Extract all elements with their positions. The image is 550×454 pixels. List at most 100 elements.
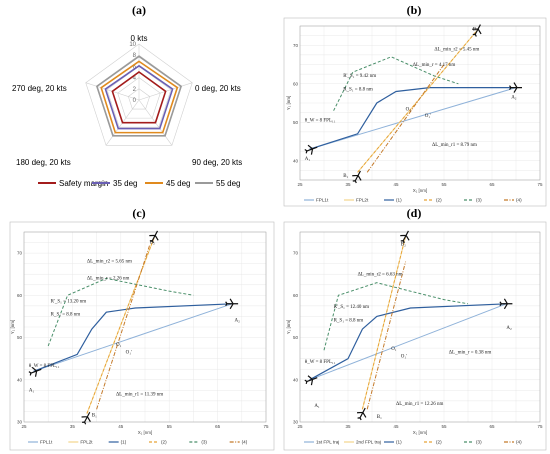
annotation-label: R_S₁ = 8.8 nm: [334, 318, 364, 323]
x-tick-label: 25: [297, 182, 303, 187]
aircraft-shape: [81, 411, 91, 425]
legend-label: 35 deg: [113, 179, 137, 188]
y-tick-label: 60: [17, 293, 23, 298]
annotation-label: B₂: [473, 28, 478, 33]
annotation-label: A₂: [506, 326, 512, 331]
radar-axis-label: 270 deg, 20 kts: [12, 84, 67, 93]
y-axis-label: Y₁ [nm]: [10, 320, 15, 335]
y-tick-label: 30: [17, 420, 23, 425]
legend-label: (4): [242, 440, 248, 445]
aircraft-shape: [499, 298, 513, 310]
x-tick-label: 75: [263, 424, 269, 429]
aircraft-shape: [304, 144, 318, 155]
aircraft-shape: [225, 298, 239, 310]
radar-series-1: [104, 64, 174, 130]
x-tick-label: 75: [537, 424, 543, 429]
x-tick-label: 45: [393, 182, 399, 187]
annotation-label: ΔL_min_r2 = 6.63 nm: [358, 273, 403, 278]
radar-axis-label: 0 deg, 20 kts: [195, 84, 241, 93]
plot-area: [299, 25, 541, 181]
series-line-0: [309, 87, 517, 150]
panel-label-b: (b): [407, 3, 422, 17]
x-tick-label: 75: [537, 182, 543, 187]
annotation-label: θ_W = 8 FPL₁₁: [305, 360, 336, 365]
series-line-4: [47, 277, 194, 347]
x-tick-label: 45: [393, 424, 399, 429]
legend-label: (1): [396, 198, 402, 203]
y-tick-label: 70: [17, 251, 23, 256]
aircraft-icon: [352, 170, 362, 184]
series-line-5: [366, 64, 445, 173]
y-tick-label: 70: [293, 43, 299, 48]
annotation-label: A₁: [29, 389, 35, 394]
aircraft-icon: [357, 407, 367, 421]
radar-tick-label: 6: [133, 64, 137, 70]
y-tick-label: 30: [293, 420, 299, 425]
radar-axis-label: 90 deg, 20 kts: [192, 158, 242, 167]
aircraft-shape: [352, 170, 362, 184]
legend-label: 45 deg: [166, 179, 190, 188]
radar-grid-ring: [117, 77, 161, 119]
legend-label: (1): [121, 440, 127, 445]
aircraft-icon: [304, 375, 318, 386]
trajectory-panel-d: 25 35 45 55 65 75 30 40 50 60 70 X₁ [nm] Y₁ [nm] ΔL_m…: [283, 221, 547, 451]
x-tick-label: 65: [489, 182, 495, 187]
aircraft-icon: [400, 230, 410, 244]
radar-grid-ring: [85, 43, 193, 146]
x-tick-label: 55: [441, 182, 447, 187]
aircraft-shape: [357, 407, 367, 421]
legend-label: (3): [201, 440, 207, 445]
trajectory-panel-b: 25 35 45 55 65 75 40 50 60 70 X₁ [nm] Y₁ [nm] ΔL_min…: [283, 17, 547, 207]
annotation-label: ΔL_min_r2 = 5.65 nm: [87, 259, 132, 264]
series-line-4: [323, 282, 469, 351]
aircraft-shape: [509, 82, 522, 93]
legend-label: 1st FPL traj: [316, 440, 339, 445]
aircraft-icon: [472, 24, 482, 37]
annotation-label: ΔL_min_r = 0.38 nm: [449, 351, 492, 356]
panel-label-c: (c): [132, 206, 145, 220]
x-axis-label: X₁ [nm]: [413, 430, 428, 435]
aircraft-icon: [304, 144, 318, 155]
annotation-label: R'_S₁ = 13.20 nm: [51, 299, 87, 304]
series-line-0: [309, 303, 507, 381]
plot-area: [299, 231, 541, 423]
y-tick-label: 50: [17, 335, 23, 340]
annotation-label: O₁': [126, 351, 132, 356]
aircraft-shape: [149, 230, 159, 244]
series-line-1: [361, 236, 407, 410]
annotation-label: O₁': [425, 114, 431, 119]
legend-label: (2): [161, 440, 167, 445]
series-line-3: [86, 236, 156, 414]
legend-label: FPL1t: [316, 198, 329, 203]
y-tick-label: 40: [17, 377, 23, 382]
aircraft-shape: [304, 375, 318, 386]
radar-grid-ring: [127, 88, 151, 110]
x-tick-label: 35: [345, 424, 351, 429]
annotation-label: B₁: [377, 415, 382, 420]
annotation-label: A₂: [235, 318, 241, 323]
annotation-label: R'_S₁ = 12.40 nm: [334, 305, 370, 310]
annotation-label: O₁': [401, 354, 407, 359]
radar-tick-label: 8: [133, 53, 137, 59]
radar-grid-ring: [106, 66, 172, 128]
x-tick-label: 25: [21, 424, 27, 429]
aircraft-icon: [149, 230, 159, 244]
x-tick-label: 45: [118, 424, 124, 429]
legend-label: 2nd FPL traj: [356, 440, 381, 445]
legend-label: (2): [436, 198, 442, 203]
y-tick-label: 50: [293, 120, 299, 125]
annotation-label: R'_S₁ = 9.42 nm: [343, 74, 376, 79]
legend-label: 55 deg: [216, 179, 240, 188]
x-tick-label: 65: [215, 424, 221, 429]
y-tick-label: 50: [293, 335, 299, 340]
legend-label: (2): [436, 440, 442, 445]
radar-tick-label: 10: [129, 42, 136, 48]
legend-label: (4): [516, 198, 522, 203]
annotation-label: O₁: [406, 108, 412, 113]
aircraft-shape: [28, 366, 42, 377]
annotation-label: R_S₁ = 8.8 nm: [343, 88, 373, 93]
radar-axis-label: 0 kts: [131, 34, 148, 43]
aircraft-icon: [28, 366, 42, 377]
annotation-label: R_S₁ = 8.8 nm: [51, 313, 81, 318]
y-tick-label: 40: [293, 377, 299, 382]
